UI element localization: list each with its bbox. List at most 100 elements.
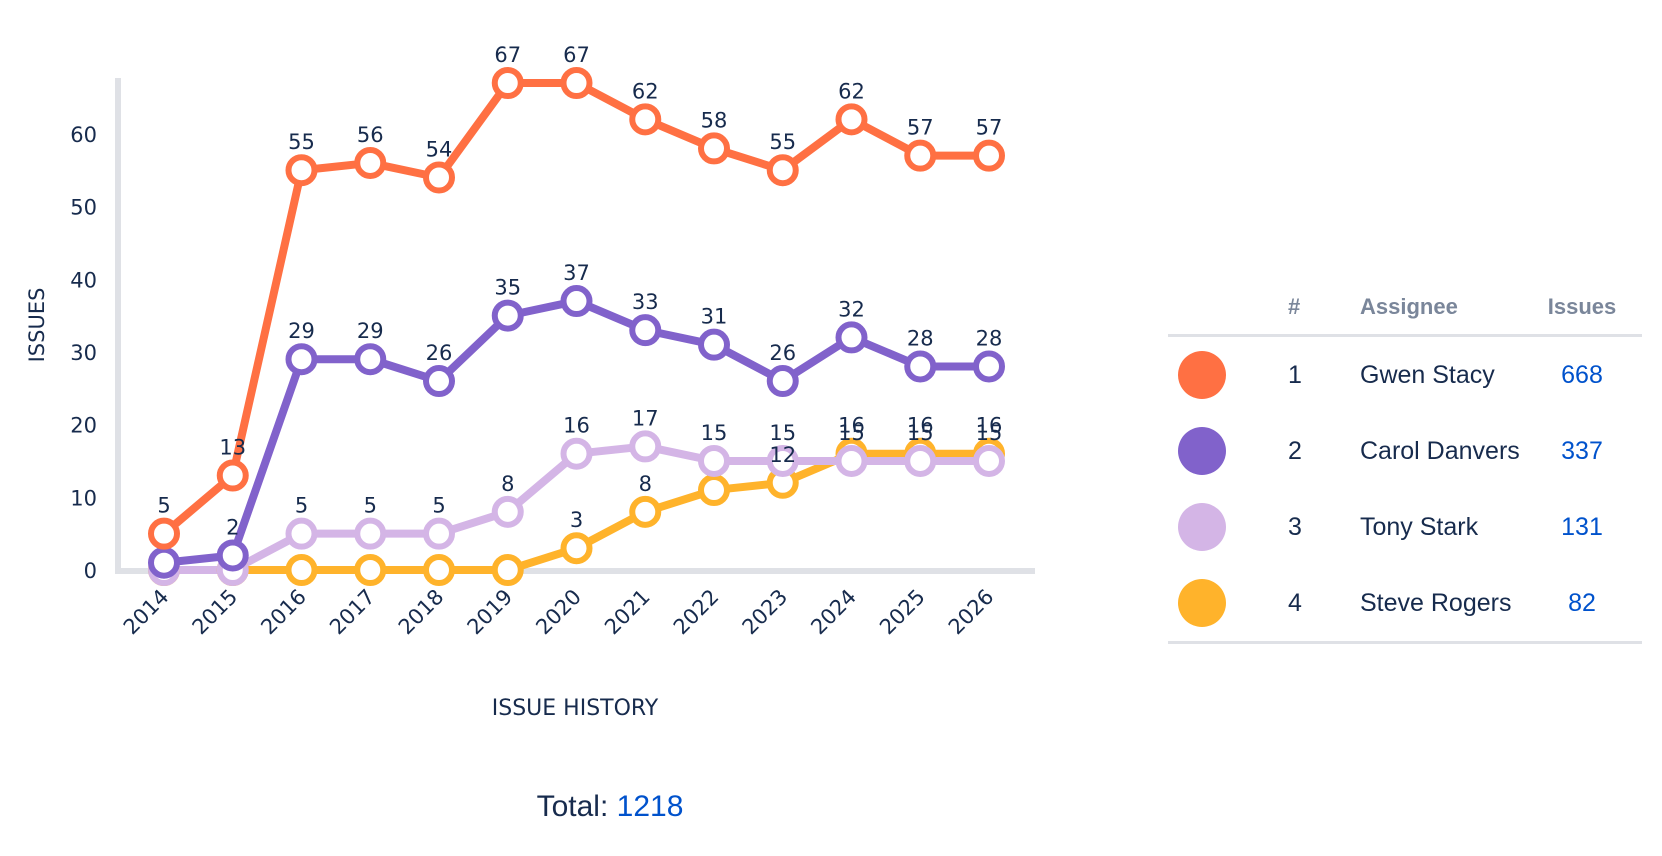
y-tick-label: 50 bbox=[70, 196, 97, 220]
data-point-gwen-stacy[interactable] bbox=[904, 139, 937, 172]
data-label-carol-danvers: 33 bbox=[632, 290, 659, 314]
data-point-tony-stark[interactable] bbox=[904, 444, 937, 477]
data-point-tony-stark[interactable] bbox=[560, 437, 593, 470]
data-point-carol-danvers[interactable] bbox=[766, 365, 799, 398]
data-point-tony-stark[interactable] bbox=[285, 517, 318, 550]
x-tick-label: 2024 bbox=[806, 585, 861, 640]
data-label-carol-danvers: 35 bbox=[494, 276, 521, 300]
data-point-steve-rogers[interactable] bbox=[354, 554, 387, 586]
data-point-carol-danvers[interactable] bbox=[835, 321, 868, 354]
data-point-carol-danvers[interactable] bbox=[904, 350, 937, 383]
legend-header-row: # Assignee Issues bbox=[1168, 280, 1642, 337]
data-label-gwen-stacy: 55 bbox=[769, 130, 796, 154]
data-point-carol-danvers[interactable] bbox=[491, 299, 524, 332]
data-point-carol-danvers[interactable] bbox=[285, 343, 318, 376]
data-label-carol-danvers: 29 bbox=[357, 319, 384, 343]
data-point-tony-stark[interactable] bbox=[354, 517, 387, 550]
data-label-gwen-stacy: 67 bbox=[563, 43, 590, 67]
data-label-gwen-stacy: 62 bbox=[632, 79, 659, 103]
data-point-gwen-stacy[interactable] bbox=[835, 103, 868, 136]
x-tick-label: 2015 bbox=[188, 585, 243, 640]
chart-points bbox=[148, 67, 1005, 586]
x-tick-label: 2026 bbox=[944, 585, 999, 640]
data-point-gwen-stacy[interactable] bbox=[698, 132, 730, 165]
data-point-tony-stark[interactable] bbox=[766, 444, 799, 477]
legend-assignee-name: Gwen Stacy bbox=[1360, 360, 1495, 389]
data-point-steve-rogers[interactable] bbox=[491, 554, 524, 586]
data-label-steve-rogers: 12 bbox=[769, 443, 796, 467]
data-point-carol-danvers[interactable] bbox=[423, 365, 455, 398]
data-point-carol-danvers[interactable] bbox=[698, 328, 730, 361]
data-point-gwen-stacy[interactable] bbox=[148, 517, 180, 550]
legend-issue-count-link[interactable]: 668 bbox=[1561, 360, 1603, 389]
data-label-carol-danvers: 29 bbox=[288, 319, 315, 343]
data-label-tony-stark: 8 bbox=[501, 472, 514, 496]
x-tick-label: 2022 bbox=[669, 585, 724, 640]
x-tick-label: 2025 bbox=[875, 585, 930, 640]
data-label-steve-rogers: 16 bbox=[907, 414, 934, 438]
data-point-carol-danvers[interactable] bbox=[560, 285, 593, 318]
y-tick-label: 0 bbox=[84, 559, 97, 583]
total-label: Total: bbox=[536, 790, 609, 823]
data-label-tony-stark: 5 bbox=[295, 494, 308, 518]
y-tick-label: 40 bbox=[70, 268, 97, 292]
legend-color-header bbox=[1168, 280, 1288, 337]
data-point-steve-rogers[interactable] bbox=[423, 554, 455, 586]
issues-header: Issues bbox=[1522, 280, 1642, 337]
data-point-tony-stark[interactable] bbox=[973, 444, 1005, 477]
data-point-carol-danvers[interactable] bbox=[973, 350, 1005, 383]
legend-row-carol-danvers: 2 Carol Danvers 337 bbox=[1168, 413, 1642, 489]
legend-color-dot bbox=[1178, 427, 1226, 475]
data-point-gwen-stacy[interactable] bbox=[560, 67, 593, 99]
legend-issue-count-link[interactable]: 82 bbox=[1568, 588, 1596, 617]
x-tick-label: 2016 bbox=[256, 585, 311, 640]
total-count: Total: 1218 bbox=[480, 790, 740, 824]
total-value[interactable]: 1218 bbox=[616, 790, 684, 823]
data-label-gwen-stacy: 57 bbox=[907, 116, 934, 140]
legend-row-steve-rogers: 4 Steve Rogers 82 bbox=[1168, 565, 1642, 644]
data-point-gwen-stacy[interactable] bbox=[423, 161, 455, 194]
data-label-gwen-stacy: 56 bbox=[357, 123, 384, 147]
data-label-tony-stark: 5 bbox=[364, 494, 377, 518]
data-point-tony-stark[interactable] bbox=[423, 517, 455, 550]
data-point-carol-danvers[interactable] bbox=[354, 343, 387, 376]
data-point-gwen-stacy[interactable] bbox=[285, 154, 318, 187]
data-label-tony-stark: 15 bbox=[838, 421, 865, 445]
data-label-carol-danvers: 2 bbox=[226, 515, 239, 539]
data-point-steve-rogers[interactable] bbox=[285, 554, 318, 586]
legend-rank: 2 bbox=[1288, 436, 1302, 465]
data-point-gwen-stacy[interactable] bbox=[491, 67, 524, 99]
assignee-header: Assignee bbox=[1360, 280, 1522, 337]
data-point-tony-stark[interactable] bbox=[835, 444, 868, 477]
legend-issue-count-link[interactable]: 131 bbox=[1561, 512, 1603, 541]
data-label-steve-rogers: 16 bbox=[838, 414, 865, 438]
data-label-gwen-stacy: 67 bbox=[494, 43, 521, 67]
data-point-steve-rogers[interactable] bbox=[629, 495, 662, 528]
data-point-carol-danvers[interactable] bbox=[629, 314, 662, 347]
data-label-tony-stark: 15 bbox=[976, 421, 1003, 445]
legend-issue-count-link[interactable]: 337 bbox=[1561, 436, 1603, 465]
data-point-carol-danvers[interactable] bbox=[216, 539, 249, 572]
data-label-gwen-stacy: 57 bbox=[976, 116, 1003, 140]
y-tick-label: 60 bbox=[70, 123, 97, 147]
data-label-steve-rogers: 8 bbox=[639, 472, 652, 496]
data-point-steve-rogers[interactable] bbox=[698, 474, 730, 507]
data-point-carol-danvers[interactable] bbox=[148, 546, 180, 579]
data-point-tony-stark[interactable] bbox=[491, 495, 524, 528]
assignee-legend-table: # Assignee Issues 1 Gwen Stacy 668 2 Car… bbox=[1168, 280, 1642, 644]
y-tick-label: 20 bbox=[70, 414, 97, 438]
data-point-gwen-stacy[interactable] bbox=[973, 139, 1005, 172]
data-point-gwen-stacy[interactable] bbox=[629, 103, 662, 136]
legend-row-gwen-stacy: 1 Gwen Stacy 668 bbox=[1168, 336, 1642, 414]
data-point-steve-rogers[interactable] bbox=[560, 532, 593, 565]
data-point-gwen-stacy[interactable] bbox=[766, 154, 799, 187]
data-label-gwen-stacy: 55 bbox=[288, 130, 315, 154]
data-point-tony-stark[interactable] bbox=[698, 444, 730, 477]
x-tick-label: 2020 bbox=[531, 585, 586, 640]
data-point-tony-stark[interactable] bbox=[629, 430, 662, 463]
rank-header: # bbox=[1288, 280, 1360, 337]
x-tick-label: 2014 bbox=[119, 585, 174, 640]
data-point-gwen-stacy[interactable] bbox=[216, 459, 249, 492]
data-point-gwen-stacy[interactable] bbox=[354, 146, 387, 179]
